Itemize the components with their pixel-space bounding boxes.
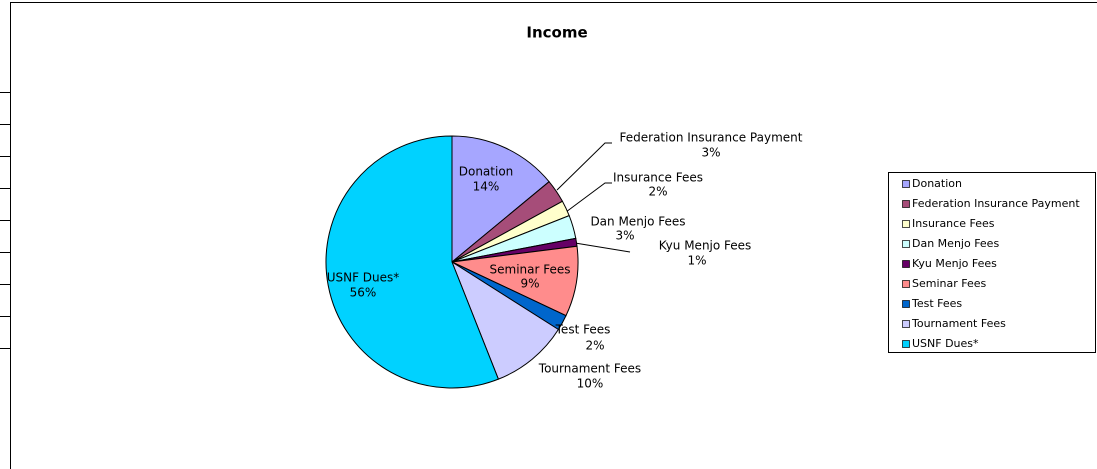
legend-label: Donation xyxy=(912,177,962,190)
slice-label: Dan Menjo Fees xyxy=(590,215,685,229)
slice-label: Federation Insurance Payment xyxy=(620,131,803,145)
slice-label: Test Fees xyxy=(555,323,611,337)
slice-value: 3% xyxy=(615,229,634,243)
slice-label: Kyu Menjo Fees xyxy=(659,239,752,253)
legend-label: Seminar Fees xyxy=(912,277,987,290)
legend-label: USNF Dues* xyxy=(912,337,979,350)
legend-box xyxy=(888,172,1096,353)
legend-swatch xyxy=(902,200,910,208)
chart-title: Income xyxy=(526,24,587,42)
pie-slice xyxy=(325,135,500,389)
legend-label: Insurance Fees xyxy=(912,217,995,230)
legend-label: Test Fees xyxy=(911,297,962,310)
sheet-grid xyxy=(0,92,10,349)
slice-label: Seminar Fees xyxy=(490,263,571,277)
legend-swatch xyxy=(902,180,910,188)
slice-value: 14% xyxy=(473,180,500,194)
slice-value: 56% xyxy=(350,286,377,300)
legend-label: Dan Menjo Fees xyxy=(912,237,999,250)
legend-swatch xyxy=(902,280,910,288)
slice-value: 1% xyxy=(687,254,706,268)
slice-label: USNF Dues* xyxy=(327,271,400,285)
legend-label: Tournament Fees xyxy=(911,317,1006,330)
legend-swatch xyxy=(902,260,910,268)
leader-lines xyxy=(556,142,631,253)
legend-swatch xyxy=(902,340,910,348)
slice-value: 10% xyxy=(577,377,604,391)
legend-swatch xyxy=(902,300,910,308)
slice-label: Donation xyxy=(459,165,514,179)
legend-swatch xyxy=(902,240,910,248)
slice-value: 3% xyxy=(701,146,720,160)
slice-value: 2% xyxy=(585,339,604,353)
legend-label: Federation Insurance Payment xyxy=(912,197,1080,210)
pie-slice xyxy=(451,135,550,264)
slice-label: Tournament Fees xyxy=(538,362,641,376)
slice-label: Insurance Fees xyxy=(613,171,703,185)
slice-value: 9% xyxy=(520,277,539,291)
legend-swatch xyxy=(902,220,910,228)
legend-swatch xyxy=(902,320,910,328)
legend-label: Kyu Menjo Fees xyxy=(912,257,997,270)
slice-value: 2% xyxy=(648,185,667,199)
pie-slice xyxy=(450,260,560,380)
